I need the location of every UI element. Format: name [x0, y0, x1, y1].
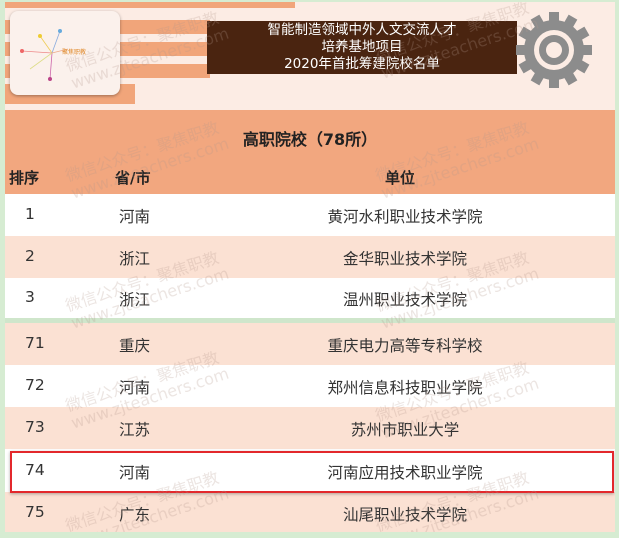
unit-cell: 温州职业技术学院 — [342, 291, 467, 309]
rank-cell: 74 — [25, 461, 45, 479]
rank-cell: 3 — [25, 288, 35, 306]
column-header-province: 省/市 — [115, 169, 151, 187]
province-cell: 浙江 — [119, 291, 151, 309]
table-row: 72 河南 郑州信息科技职业学院 — [5, 365, 615, 407]
banner: 聚焦职教 智能制造领域中外人文交流人才 培养基地项目 2020年首批筹建院校名单 — [5, 2, 615, 110]
province-cell: 河南 — [119, 208, 151, 226]
logo-text: 聚焦职教 — [62, 49, 87, 56]
unit-cell: 河南应用技术职业学院 — [327, 464, 483, 482]
table-header: 高职院校（78所） 排序 省/市 单位 — [5, 110, 615, 194]
table-row: 1 河南 黄河水利职业技术学院 — [5, 194, 615, 236]
province-cell: 重庆 — [119, 337, 151, 355]
table-row: 73 江苏 苏州市职业大学 — [5, 407, 615, 449]
province-cell: 浙江 — [119, 250, 151, 268]
table-row: 75 广东 汕尾职业技术学院 — [5, 492, 615, 532]
unit-cell: 重庆电力高等专科学校 — [327, 337, 483, 355]
title-line: 智能制造领域中外人文交流人才 — [267, 22, 457, 38]
province-cell: 广东 — [119, 506, 151, 524]
rank-cell: 75 — [25, 503, 45, 521]
table-row: 2 浙江 金华职业技术学院 — [5, 236, 615, 278]
province-cell: 江苏 — [119, 421, 151, 439]
rank-cell: 73 — [25, 418, 45, 436]
title-line: 2020年首批筹建院校名单 — [284, 56, 440, 72]
rank-cell: 2 — [25, 247, 35, 265]
banner-title: 智能制造领域中外人文交流人才 培养基地项目 2020年首批筹建院校名单 — [207, 21, 517, 74]
unit-cell: 金华职业技术学院 — [342, 250, 467, 268]
column-header-rank: 排序 — [9, 169, 40, 187]
title-line: 培养基地项目 — [321, 39, 403, 55]
rank-cell: 71 — [25, 334, 45, 352]
rank-cell: 1 — [25, 205, 35, 223]
rank-cell: 72 — [25, 376, 45, 394]
column-header-unit: 单位 — [385, 169, 416, 187]
logo: 聚焦职教 — [10, 11, 120, 95]
province-cell: 河南 — [119, 464, 151, 482]
unit-cell: 汕尾职业技术学院 — [342, 506, 467, 524]
table-row: 71 重庆 重庆电力高等专科学校 — [5, 323, 615, 365]
unit-cell: 苏州市职业大学 — [350, 421, 460, 439]
section-title: 高职院校（78所） — [242, 130, 378, 149]
province-cell: 河南 — [119, 379, 151, 397]
table-row-highlighted: 74 河南 河南应用技术职业学院 — [5, 450, 615, 492]
unit-cell: 黄河水利职业技术学院 — [327, 208, 483, 226]
table-row: 3 浙江 温州职业技术学院 — [5, 277, 615, 319]
document: 聚焦职教 智能制造领域中外人文交流人才 培养基地项目 2020年首批筹建院校名单… — [5, 2, 615, 532]
unit-cell: 郑州信息科技职业学院 — [327, 379, 483, 397]
gear-icon — [516, 12, 592, 88]
logo-burst-icon — [20, 29, 69, 81]
divider — [5, 318, 615, 323]
